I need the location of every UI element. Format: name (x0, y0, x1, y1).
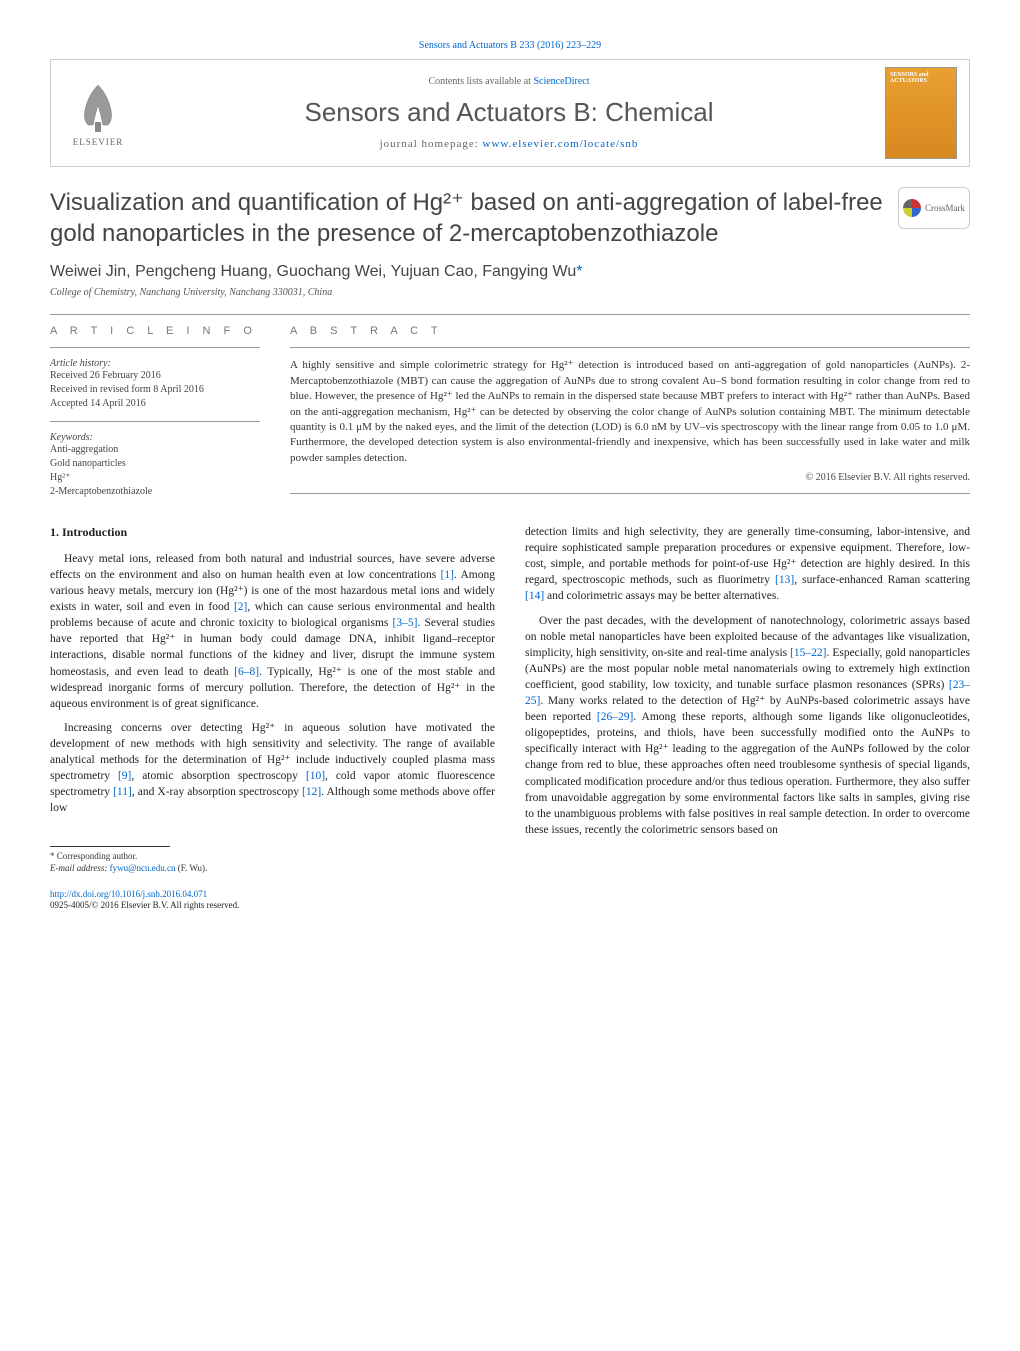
contents-prefix: Contents lists available at (428, 76, 533, 87)
paragraph: Increasing concerns over detecting Hg²⁺ … (50, 720, 495, 817)
doi-block: http://dx.doi.org/10.1016/j.snb.2016.04.… (50, 889, 495, 912)
homepage-link[interactable]: www.elsevier.com/locate/snb (483, 138, 639, 150)
authors-text: Weiwei Jin, Pengcheng Huang, Guochang We… (50, 263, 576, 280)
issn-copyright: 0925-4005/© 2016 Elsevier B.V. All right… (50, 900, 239, 910)
header-center: Contents lists available at ScienceDirec… (133, 76, 885, 150)
citation-link[interactable]: [11] (113, 786, 132, 798)
left-column: 1. Introduction Heavy metal ions, releas… (50, 524, 495, 912)
doi-link[interactable]: http://dx.doi.org/10.1016/j.snb.2016.04.… (50, 889, 207, 899)
citation-link[interactable]: [26–29] (597, 711, 633, 723)
abstract: A B S T R A C T A highly sensitive and s… (290, 325, 970, 504)
divider (290, 347, 970, 348)
publisher-name: ELSEVIER (73, 137, 124, 147)
homepage-line: journal homepage: www.elsevier.com/locat… (133, 138, 885, 150)
citation-link[interactable]: [1] (441, 569, 454, 581)
email-name: (F. Wu). (175, 863, 207, 873)
divider (50, 314, 970, 315)
accepted-date: Accepted 14 April 2016 (50, 397, 260, 411)
article-title: Visualization and quantification of Hg²⁺… (50, 187, 888, 249)
journal-header: ELSEVIER Contents lists available at Sci… (50, 59, 970, 167)
abstract-copyright: © 2016 Elsevier B.V. All rights reserved… (290, 472, 970, 483)
citation-link[interactable]: [13] (775, 574, 794, 586)
citation-link[interactable]: [6–8] (234, 666, 259, 678)
keyword: Anti-aggregation (50, 443, 260, 457)
info-abstract-row: A R T I C L E I N F O Article history: R… (50, 325, 970, 504)
divider (50, 421, 260, 422)
corresponding-mark: * (576, 263, 582, 280)
divider (290, 493, 970, 494)
citation-link[interactable]: [14] (525, 590, 544, 602)
keyword: 2-Mercaptobenzothiazole (50, 485, 260, 499)
article-info-head: A R T I C L E I N F O (50, 325, 260, 337)
contents-available: Contents lists available at ScienceDirec… (133, 76, 885, 87)
homepage-prefix: journal homepage: (380, 138, 483, 150)
paragraph: detection limits and high selectivity, t… (525, 524, 970, 604)
corresponding-footnote: * Corresponding author. (50, 851, 495, 863)
title-row: Visualization and quantification of Hg²⁺… (50, 187, 970, 249)
keyword: Hg²⁺ (50, 471, 260, 485)
citation-link[interactable]: [2] (234, 601, 247, 613)
cover-label: SENSORS and ACTUATORS (890, 72, 956, 84)
email-footnote: E-mail address: fywu@ncu.edu.cn (F. Wu). (50, 863, 495, 875)
keyword: Gold nanoparticles (50, 457, 260, 471)
email-link[interactable]: fywu@ncu.edu.cn (110, 863, 176, 873)
issue-citation[interactable]: Sensors and Actuators B 233 (2016) 223–2… (50, 40, 970, 51)
sciencedirect-link[interactable]: ScienceDirect (533, 76, 589, 87)
abstract-head: A B S T R A C T (290, 325, 970, 337)
footnote-divider (50, 846, 170, 847)
crossmark-badge[interactable]: CrossMark (898, 187, 970, 229)
keywords-label: Keywords: (50, 432, 260, 443)
history-label: Article history: (50, 358, 260, 369)
journal-cover-thumb: SENSORS and ACTUATORS (885, 67, 957, 159)
citation-link[interactable]: [9] (118, 770, 131, 782)
paragraph: Heavy metal ions, released from both nat… (50, 551, 495, 712)
email-label: E-mail address: (50, 863, 110, 873)
elsevier-logo: ELSEVIER (63, 73, 133, 153)
citation-link[interactable]: [10] (306, 770, 325, 782)
right-column: detection limits and high selectivity, t… (525, 524, 970, 912)
affiliation: College of Chemistry, Nanchang Universit… (50, 287, 970, 298)
divider (50, 347, 260, 348)
citation-link[interactable]: [3–5] (393, 617, 418, 629)
author-list: Weiwei Jin, Pengcheng Huang, Guochang We… (50, 263, 970, 281)
crossmark-icon (903, 199, 921, 217)
tree-icon (73, 80, 123, 135)
section-heading: 1. Introduction (50, 524, 495, 541)
abstract-text: A highly sensitive and simple colorimetr… (290, 358, 970, 466)
crossmark-label: CrossMark (925, 203, 965, 213)
revised-date: Received in revised form 8 April 2016 (50, 383, 260, 397)
article-info: A R T I C L E I N F O Article history: R… (50, 325, 260, 504)
citation-link[interactable]: [15–22] (790, 647, 826, 659)
received-date: Received 26 February 2016 (50, 369, 260, 383)
body-columns: 1. Introduction Heavy metal ions, releas… (50, 524, 970, 912)
page: Sensors and Actuators B 233 (2016) 223–2… (0, 0, 1020, 952)
paragraph: Over the past decades, with the developm… (525, 613, 970, 838)
citation-link[interactable]: [12] (302, 786, 321, 798)
journal-title: Sensors and Actuators B: Chemical (133, 97, 885, 128)
